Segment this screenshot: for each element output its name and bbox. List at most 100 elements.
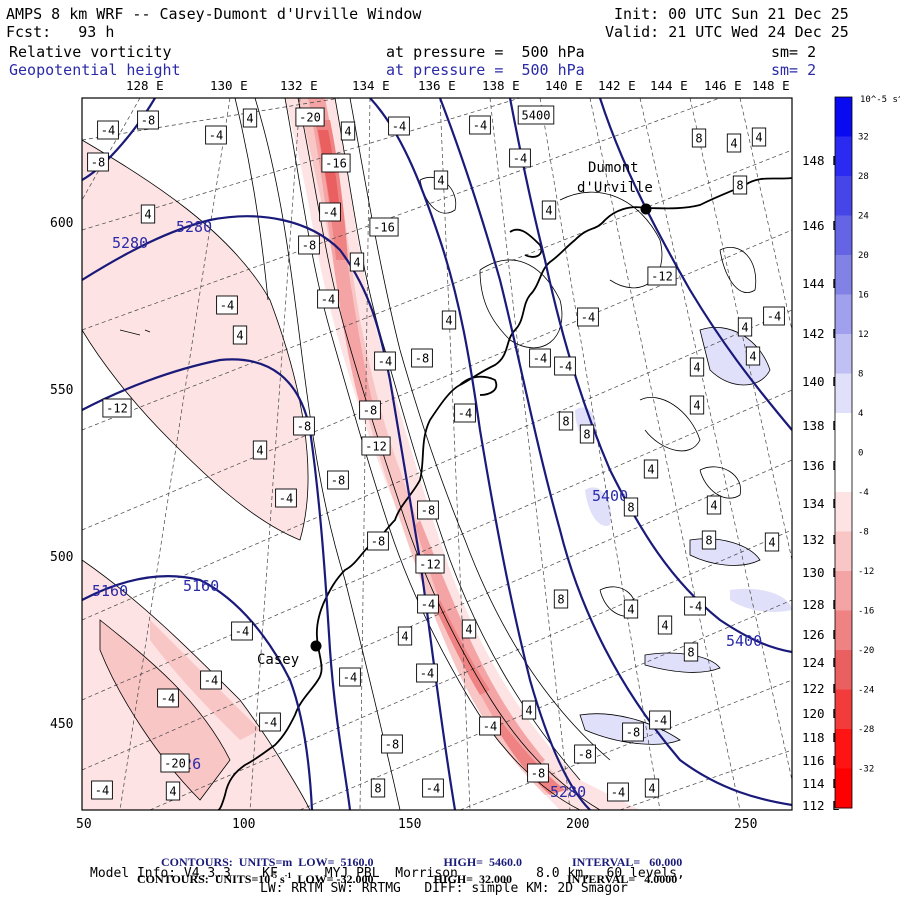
vorticity-contour-label: -4 xyxy=(469,115,491,135)
colorbar-swatch xyxy=(835,531,852,572)
svg-text:-4: -4 xyxy=(235,625,249,639)
right-longitude-label: 144 E xyxy=(802,276,840,291)
footer-vort-exp2: -1 xyxy=(284,871,292,880)
right-longitude-label: 146 E xyxy=(802,218,840,233)
vorticity-contour-label: 8 xyxy=(579,424,595,444)
vorticity-contour-label: -8 xyxy=(381,734,403,754)
x-tick: 150 xyxy=(398,817,421,832)
svg-text:-8: -8 xyxy=(302,239,316,253)
top-longitude-label: 134 E xyxy=(352,78,390,93)
colorbar-tick: 12 xyxy=(858,330,869,340)
svg-text:-4: -4 xyxy=(513,152,527,166)
vorticity-contour-label: -4 xyxy=(205,125,227,145)
svg-text:4: 4 xyxy=(344,125,351,139)
svg-text:-8: -8 xyxy=(91,156,105,170)
header-init: Init: 00 UTC Sun 21 Dec 25 xyxy=(614,5,849,23)
svg-text:4: 4 xyxy=(144,208,151,222)
svg-text:4: 4 xyxy=(710,499,717,513)
svg-text:-4: -4 xyxy=(161,692,175,706)
svg-text:-8: -8 xyxy=(531,767,545,781)
vorticity-contour-label: -4 xyxy=(509,148,531,168)
footer-vort-exp: -5 xyxy=(270,871,277,880)
vorticity-contour-label: -8 xyxy=(622,722,644,742)
svg-text:-4: -4 xyxy=(688,600,702,614)
vorticity-contour-label: -4 xyxy=(479,716,501,736)
colorbar-tick: -8 xyxy=(858,528,869,538)
vorticity-contour-label: -4 xyxy=(684,596,706,616)
top-longitude-label: 130 E xyxy=(210,78,248,93)
plot-frame xyxy=(81,97,793,811)
vorticity-contour-label: -8 xyxy=(527,763,549,783)
station-casey-label: Casey xyxy=(257,652,299,668)
colorbar-tick: 24 xyxy=(858,212,869,222)
colorbar-swatch xyxy=(835,768,852,809)
right-longitude-label: 122 E xyxy=(802,681,840,696)
vorticity-contour-label: -4 xyxy=(157,688,179,708)
vorticity-contour-label: -8 xyxy=(298,235,320,255)
vorticity-contour-label: -4 xyxy=(454,403,476,423)
svg-text:-8: -8 xyxy=(578,748,592,762)
top-longitude-label: 144 E xyxy=(650,78,688,93)
right-longitude-label: 120 E xyxy=(802,706,840,721)
right-longitude-label: 130 E xyxy=(802,565,840,580)
vorticity-shading xyxy=(82,98,792,810)
footer-vort-interval: INTERVAL= 4.0000 xyxy=(567,872,678,886)
colorbar-swatch xyxy=(835,571,852,611)
svg-text:8: 8 xyxy=(557,593,564,607)
colorbar-tick: -16 xyxy=(858,607,874,617)
vorticity-contour-label: -4 xyxy=(275,488,297,508)
vorticity-contour-label: -16 xyxy=(321,153,351,173)
right-longitude-label: 136 E xyxy=(802,458,840,473)
svg-text:8: 8 xyxy=(705,534,712,548)
station-labels: Dumont d'Urville Casey xyxy=(257,160,653,668)
colorbar-swatch xyxy=(835,136,852,177)
right-longitude-label: 116 E xyxy=(802,753,840,768)
right-longitude-label: 138 E xyxy=(802,418,840,433)
colorbar-swatch xyxy=(835,176,852,216)
svg-text:-8: -8 xyxy=(297,420,311,434)
right-longitude-label: 126 E xyxy=(802,627,840,642)
svg-text:4: 4 xyxy=(545,204,552,218)
height-label: 5160 xyxy=(92,582,128,600)
svg-text:-4: -4 xyxy=(533,352,547,366)
svg-text:4: 4 xyxy=(353,256,360,270)
right-longitude-label: 112 E xyxy=(802,798,840,813)
svg-text:-4: -4 xyxy=(611,786,625,800)
svg-text:-8: -8 xyxy=(385,738,399,752)
station-dumont-line2: d'Urville xyxy=(577,180,653,196)
svg-text:-8: -8 xyxy=(421,504,435,518)
vorticity-contour-label: -12 xyxy=(415,554,445,574)
vorticity-contour-label: -8 xyxy=(411,348,433,368)
colorbar-swatch xyxy=(835,215,852,256)
svg-text:-20: -20 xyxy=(164,757,186,771)
svg-text:4: 4 xyxy=(749,350,756,364)
vorticity-contour-label: -4 xyxy=(417,594,439,614)
svg-text:-20: -20 xyxy=(299,111,321,125)
colorbar: 32 28 24 20 16 12 8 4 0 -4 -8 -12 -16 -20 -24 -28 -32 xyxy=(834,96,874,809)
colorbar-swatch xyxy=(835,294,852,335)
colorbar-tick: -32 xyxy=(858,765,874,775)
svg-text:-4: -4 xyxy=(101,124,115,138)
svg-text:-4: -4 xyxy=(420,667,434,681)
header-valid: Valid: 21 UTC Wed 24 Dec 25 xyxy=(605,23,849,41)
colorbar-swatch xyxy=(835,413,852,453)
top-longitude-label: 146 E xyxy=(704,78,742,93)
footer-height-high: HIGH= 5460.0 xyxy=(443,855,522,869)
svg-text:5400: 5400 xyxy=(522,109,551,123)
colorbar-swatch xyxy=(835,610,852,651)
vorticity-contour-label: 8 xyxy=(553,589,569,609)
svg-text:-12: -12 xyxy=(106,402,128,416)
top-longitude-label: 128 E xyxy=(126,78,164,93)
colorbar-unit: 10^-5 s^-1 xyxy=(860,95,900,105)
vorticity-contour-label: -4 xyxy=(529,348,551,368)
vorticity-contour-label: -4 xyxy=(374,351,396,371)
vorticity-contour-label: -8 xyxy=(417,500,439,520)
colorbar-unit-label: 10^-5 s^-1 xyxy=(860,95,900,105)
station-dumont-line1: Dumont xyxy=(588,160,639,176)
colorbar-tick: 8 xyxy=(858,370,863,380)
vorticity-contour-label: 4 xyxy=(165,781,181,801)
svg-text:4: 4 xyxy=(401,630,408,644)
svg-text:-12: -12 xyxy=(365,440,387,454)
svg-text:-4: -4 xyxy=(323,206,337,220)
vorticity-contour-label: 4 xyxy=(433,170,449,190)
